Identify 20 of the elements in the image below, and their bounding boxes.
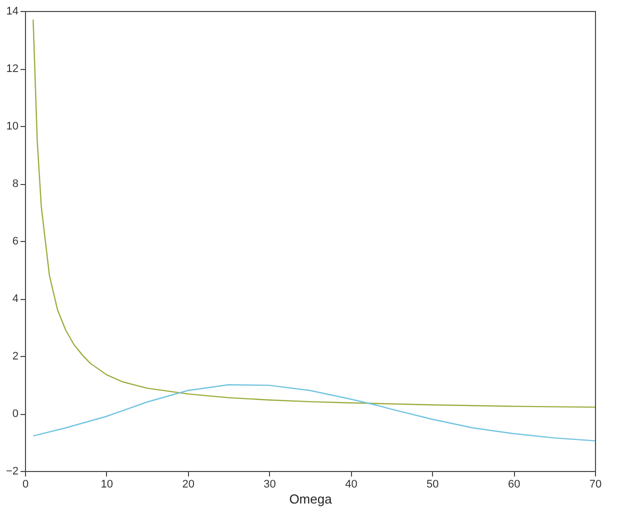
y-tick-label: 8 <box>12 178 18 190</box>
y-tick-label: 12 <box>6 63 18 75</box>
x-tick-label: 60 <box>508 478 520 490</box>
x-axis-title: Omega <box>289 492 333 506</box>
y-tick-label: 4 <box>12 293 18 305</box>
y-tick-label: 10 <box>6 120 18 132</box>
x-tick-label: 20 <box>182 478 194 490</box>
y-tick-label: 14 <box>6 6 18 18</box>
x-tick-label: 30 <box>264 478 276 490</box>
x-tick-label: 70 <box>589 478 602 490</box>
line-series <box>32 19 596 408</box>
y-tick-label: −2 <box>6 466 18 478</box>
x-tick-label: 40 <box>345 478 358 490</box>
y-tick-label: 6 <box>12 236 18 248</box>
x-tick-label: 10 <box>100 478 114 490</box>
x-tick-label: 50 <box>426 478 439 490</box>
y-tick-label: 0 <box>12 408 18 420</box>
line-series <box>32 384 596 442</box>
y-tick-label: 2 <box>12 350 18 362</box>
x-tick-label: 0 <box>22 478 29 490</box>
